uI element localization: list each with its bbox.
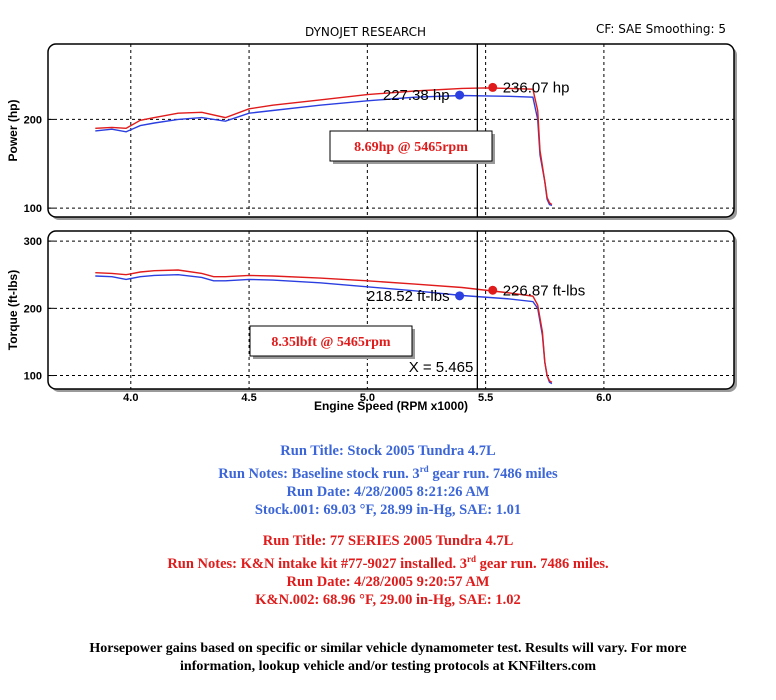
marker-label: 236.07 hp: [503, 79, 570, 96]
panel-frame: [47, 230, 735, 390]
marker-label: 218.52 ft-lbs: [367, 288, 450, 305]
y-tick-label: 200: [24, 303, 42, 315]
series-line-kn: [95, 87, 553, 206]
marker-dot: [455, 90, 465, 100]
disclaimer-line-1: Horsepower gains based on specific or si…: [89, 641, 687, 656]
run1-conditions: Stock.001: 69.03 °F, 28.99 in-Hg, SAE: 1…: [254, 501, 522, 518]
run1-notes: Run Notes: Baseline stock run. 3rd gear …: [0, 460, 776, 483]
x-tick-label: 4.0: [123, 392, 138, 404]
run2-notes-sup: rd: [467, 554, 477, 564]
run1-notes-sup: rd: [419, 464, 429, 474]
y-tick-label: 200: [24, 114, 42, 126]
marker-label: 226.87 ft-lbs: [503, 282, 586, 299]
x-tick-label: 6.0: [596, 392, 611, 404]
run2-notes-a: Run Notes: K&N intake kit #77-9027 insta…: [167, 555, 468, 572]
gain-annotation: 8.35lbft @ 5465rpm: [271, 335, 391, 350]
y-tick-label: 100: [24, 371, 42, 383]
marker-dot: [455, 291, 465, 301]
run2-notes-b: gear run. 7486 miles.: [476, 555, 609, 572]
marker-dot: [488, 285, 498, 295]
cursor-x-label: X = 5.465: [409, 359, 474, 376]
cf-smoothing-label: CF: SAE Smoothing: 5: [596, 22, 727, 36]
x-axis-label: Engine Speed (RPM x1000): [314, 399, 468, 413]
annotation-box: [249, 325, 413, 357]
y-axis-label: Torque (ft-lbs): [6, 270, 20, 350]
run2-title: Run Title: 77 SERIES 2005 Tundra 4.7L: [262, 533, 514, 549]
run2-notes: Run Notes: K&N intake kit #77-9027 insta…: [0, 550, 776, 573]
disclaimer-line-2: information, lookup vehicle and/or testi…: [180, 659, 596, 674]
x-tick-label: 5.5: [478, 392, 493, 404]
run1-date: Run Date: 4/28/2005 8:21:26 AM: [286, 483, 490, 500]
run1-notes-b: gear run. 7486 miles: [428, 465, 558, 482]
disclaimer: Horsepower gains based on specific or si…: [0, 640, 776, 676]
y-axis-label: Power (hp): [6, 99, 20, 161]
gain-annotation: 8.69hp @ 5465rpm: [354, 140, 468, 155]
x-tick-label: 4.5: [241, 392, 256, 404]
x-tick-label: 5.0: [360, 392, 375, 404]
run2-info: Run Title: 77 SERIES 2005 Tundra 4.7L Ru…: [0, 532, 776, 609]
run2-conditions: K&N.002: 68.96 °F, 29.00 in-Hg, SAE: 1.0…: [255, 591, 521, 608]
annotation-box: [329, 130, 493, 162]
run2-date: Run Date: 4/28/2005 9:20:57 AM: [286, 573, 490, 590]
run1-info: Run Title: Stock 2005 Tundra 4.7L Run No…: [0, 442, 776, 519]
run1-title: Run Title: Stock 2005 Tundra 4.7L: [280, 443, 496, 459]
marker-dot: [488, 82, 498, 92]
run1-notes-a: Run Notes: Baseline stock run. 3: [218, 465, 420, 482]
chart-title: DYNOJET RESEARCH: [305, 25, 427, 39]
marker-label: 227.38 hp: [383, 87, 450, 104]
y-tick-label: 300: [24, 236, 42, 248]
dyno-chart: 100 200 Power (hp) 227.38 hp 236.07 hp 8.69hp…: [6, 43, 737, 413]
y-tick-label: 100: [24, 203, 42, 215]
series-line-kn: [95, 269, 553, 383]
